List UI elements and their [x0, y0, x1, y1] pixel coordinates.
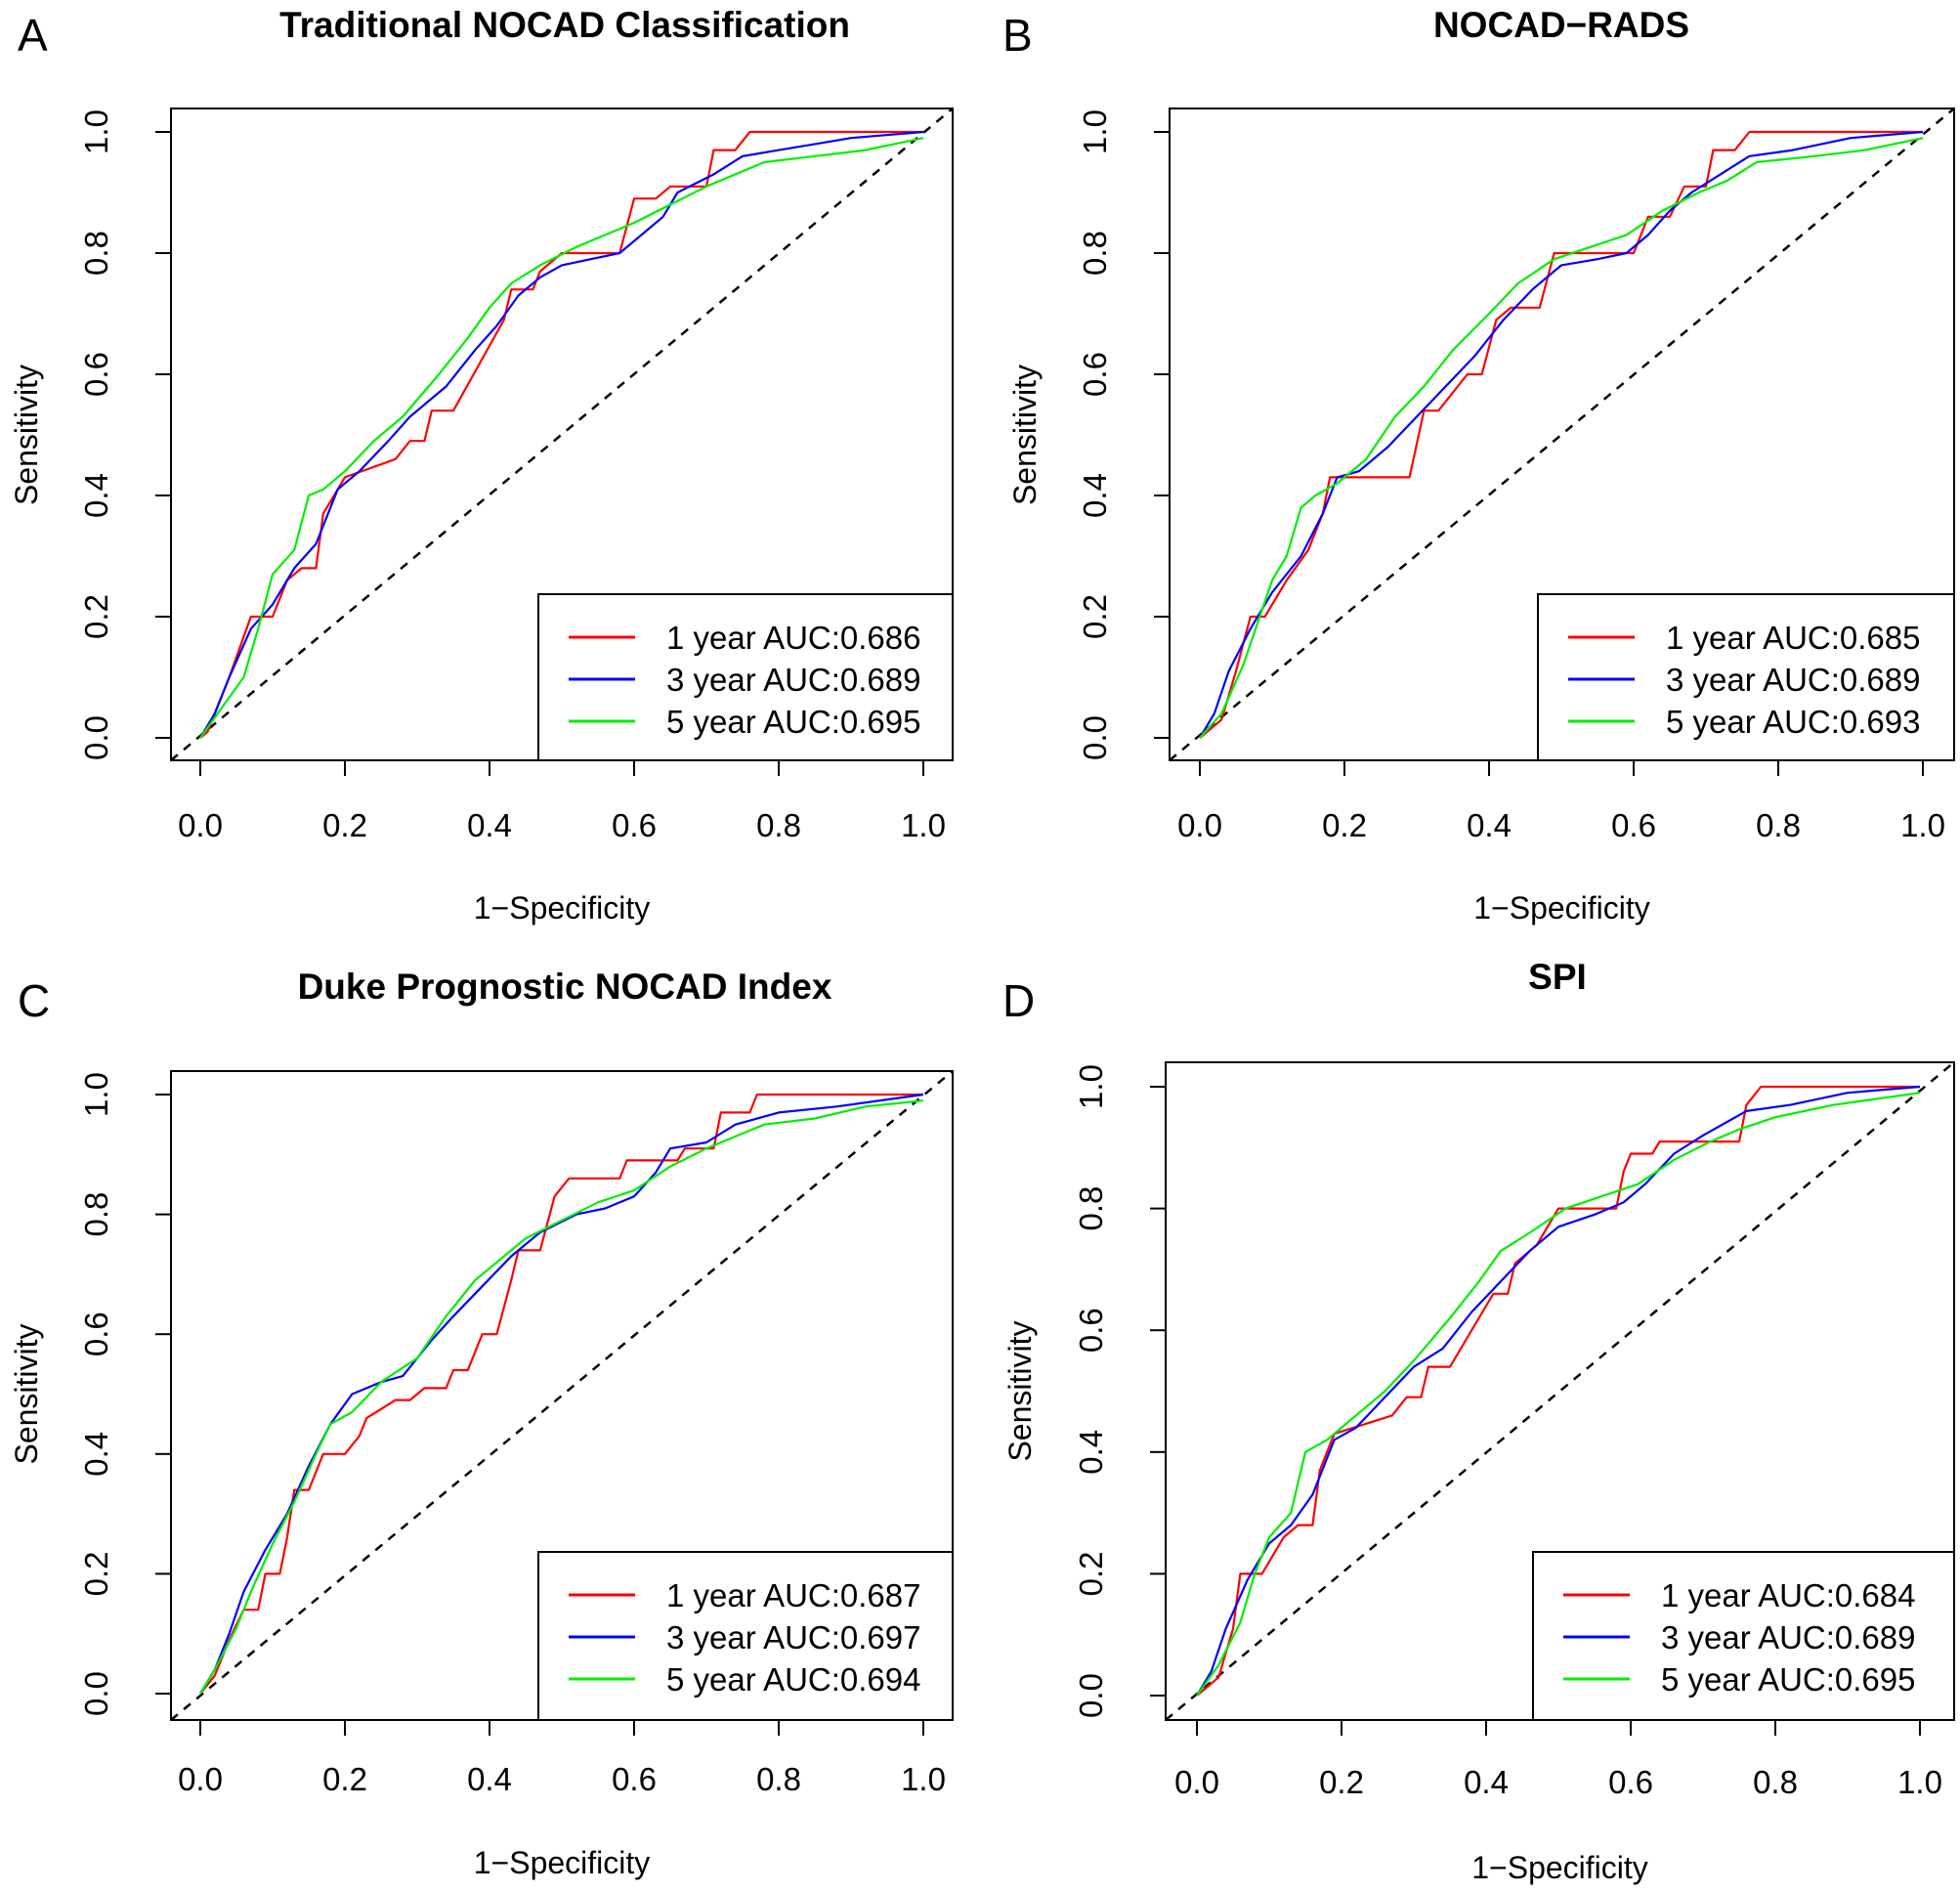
roc-curve-1-year [199, 1093, 923, 1695]
x-tick-label: 0.4 [467, 1761, 512, 1797]
y-tick-label: 0.8 [1073, 1186, 1109, 1231]
y-tick-label: 0.6 [78, 352, 114, 397]
y-tick-label: 1.0 [78, 1072, 114, 1117]
legend-label: 5 year AUC:0.694 [666, 1661, 921, 1698]
x-tick-label: 0.6 [1611, 807, 1656, 843]
x-tick-label: 0.0 [1174, 1764, 1219, 1800]
roc-panel-a: A Traditional NOCAD Classification 0.0 0.2 0… [9, 5, 954, 925]
roc-curve-1-year [1196, 1085, 1920, 1697]
roc-curve-3-year [1196, 1085, 1921, 1697]
x-tick-label: 1.0 [901, 807, 946, 843]
panel-letter: A [18, 10, 48, 61]
x-tick-label: 0.4 [467, 807, 512, 843]
roc-curve-1-year [199, 130, 923, 739]
roc-curve-5-year [1199, 137, 1924, 739]
roc-curve-3-year [199, 130, 924, 739]
x-tick-label: 0.4 [1464, 1764, 1509, 1800]
legend-label: 3 year AUC:0.689 [666, 662, 921, 698]
legend-label: 5 year AUC:0.695 [1661, 1661, 1916, 1698]
y-tick-label: 0.2 [78, 1551, 114, 1596]
x-tick-label: 0.2 [322, 1761, 367, 1797]
x-tick-label: 0.0 [178, 807, 223, 843]
y-tick-label: 0.0 [1073, 1673, 1109, 1718]
x-tick-label: 0.0 [178, 1761, 223, 1797]
y-tick-label: 0.4 [1077, 473, 1113, 518]
y-tick-label: 0.4 [78, 473, 114, 518]
reference-diagonal [170, 1070, 954, 1721]
roc-panel-d: D SPI 0.0 0.2 0.4 0.6 0.8 1.0 0.0 0.2 0.4 0.6 0.8 1.0… [1002, 957, 1955, 1885]
x-tick-label: 0.6 [612, 807, 657, 843]
reference-diagonal [1165, 1061, 1955, 1721]
x-tick-label: 0.6 [1608, 1764, 1653, 1800]
y-tick-label: 0.2 [1077, 594, 1113, 639]
panel-letter: B [1002, 10, 1033, 61]
x-tick-label: 0.2 [1319, 1764, 1364, 1800]
x-axis-label: 1−Specificity [474, 1845, 651, 1880]
legend-box [1537, 593, 1955, 761]
roc-curve-5-year [1196, 1092, 1921, 1697]
chart-title: Duke Prognostic NOCAD Index [298, 967, 832, 1007]
legend-label: 3 year AUC:0.697 [666, 1619, 921, 1656]
panel-letter: D [1002, 975, 1035, 1026]
roc-panel-b: B NOCAD−RADS 0.0 0.2 0.4 0.6 0.8 1.0 0.0 0.2 0.4 0.… [1002, 5, 1955, 925]
roc-curve-5-year [199, 137, 924, 739]
y-tick-label: 1.0 [1077, 109, 1113, 154]
y-axis-label: Sensitivity [9, 1323, 44, 1464]
y-axis-label: Sensitivity [9, 365, 44, 505]
roc-curve-3-year [199, 1093, 924, 1695]
x-axis-label: 1−Specificity [474, 890, 651, 925]
legend-label: 3 year AUC:0.689 [1666, 662, 1921, 698]
roc-curve-1-year [1199, 130, 1923, 739]
legend-label: 3 year AUC:0.689 [1661, 1619, 1916, 1656]
reference-diagonal [1169, 108, 1955, 761]
y-axis-label: Sensitivity [1002, 1320, 1038, 1461]
legend-label: 1 year AUC:0.684 [1661, 1577, 1916, 1613]
y-tick-label: 0.6 [78, 1312, 114, 1356]
y-tick-label: 0.8 [78, 231, 114, 276]
x-tick-label: 1.0 [1900, 807, 1945, 843]
y-axis-label: Sensitivity [1007, 365, 1043, 505]
x-tick-label: 0.0 [1177, 807, 1222, 843]
y-tick-label: 0.6 [1077, 352, 1113, 397]
x-tick-label: 0.8 [756, 1761, 801, 1797]
legend-label: 1 year AUC:0.687 [666, 1577, 921, 1613]
x-tick-label: 0.2 [1322, 807, 1367, 843]
y-tick-label: 0.0 [78, 715, 114, 760]
legend-label: 1 year AUC:0.685 [1666, 620, 1921, 656]
y-tick-label: 0.6 [1073, 1308, 1109, 1353]
x-tick-label: 1.0 [901, 1761, 946, 1797]
x-axis-label: 1−Specificity [1471, 1850, 1648, 1885]
roc-curve-3-year [1199, 130, 1924, 739]
legend-label: 5 year AUC:0.695 [666, 704, 921, 740]
x-tick-label: 0.8 [756, 807, 801, 843]
legend-label: 1 year AUC:0.686 [666, 620, 921, 656]
roc-curve-5-year [199, 1099, 924, 1695]
y-tick-label: 0.8 [1077, 231, 1113, 276]
legend-label: 5 year AUC:0.693 [1666, 704, 1921, 740]
reference-diagonal [170, 108, 954, 761]
y-tick-label: 0.4 [78, 1432, 114, 1477]
x-tick-label: 0.4 [1467, 807, 1512, 843]
legend-box [537, 593, 954, 761]
y-tick-label: 0.2 [1073, 1551, 1109, 1596]
y-tick-label: 0.0 [1077, 715, 1113, 760]
panel-letter: C [18, 975, 50, 1026]
x-tick-label: 0.2 [322, 807, 367, 843]
x-tick-label: 0.8 [1756, 807, 1801, 843]
y-tick-label: 0.8 [78, 1192, 114, 1237]
chart-title: Traditional NOCAD Classification [279, 5, 850, 45]
y-tick-label: 0.0 [78, 1671, 114, 1716]
chart-title: NOCAD−RADS [1433, 5, 1689, 45]
y-tick-label: 0.2 [78, 594, 114, 639]
roc-panel-c: C Duke Prognostic NOCAD Index 0.0 0.2 0.4 0.6… [9, 967, 954, 1880]
y-tick-label: 1.0 [78, 109, 114, 154]
y-tick-label: 0.4 [1073, 1430, 1109, 1475]
x-tick-label: 1.0 [1897, 1764, 1942, 1800]
x-tick-label: 0.6 [612, 1761, 657, 1797]
x-tick-label: 0.8 [1753, 1764, 1798, 1800]
chart-title: SPI [1528, 957, 1587, 997]
x-axis-label: 1−Specificity [1473, 890, 1650, 925]
y-tick-label: 1.0 [1073, 1064, 1109, 1109]
